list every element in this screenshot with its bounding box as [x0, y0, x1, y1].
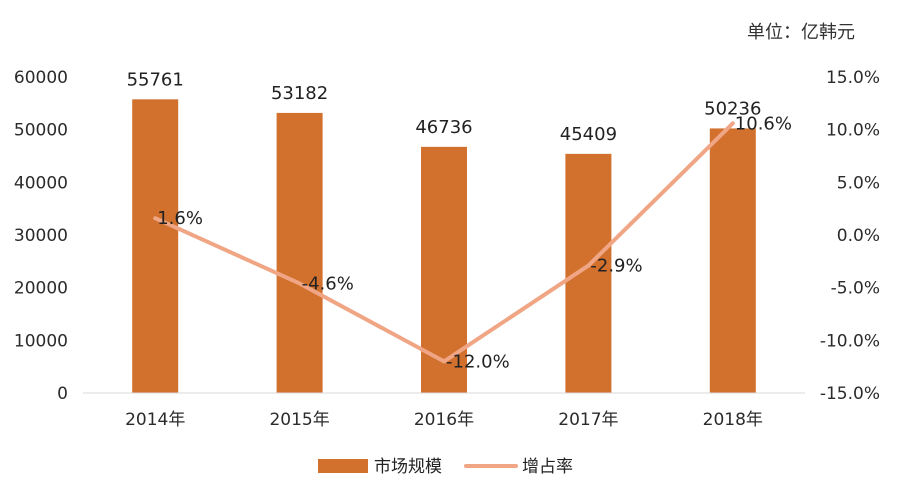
- left-y-axis: 0 10000 20000 30000 40000 50000 60000: [14, 68, 68, 404]
- growth-line: [153, 121, 735, 364]
- bar-2015年: [276, 112, 323, 393]
- left-tick-label: 60000: [14, 68, 68, 88]
- legend: 市场规模 增占率: [318, 457, 573, 477]
- line-value-label: -2.9%: [590, 256, 642, 277]
- line-series: [153, 121, 735, 364]
- left-tick-label: 0: [57, 384, 68, 404]
- bar-value-label: 45409: [560, 124, 617, 145]
- right-tick-label: -5.0%: [831, 279, 880, 299]
- x-axis: 2014年 2015年 2016年 2017年 2018年: [83, 392, 805, 430]
- x-tick-label: 2015年: [269, 410, 329, 430]
- right-tick-label: 5.0%: [837, 173, 880, 193]
- line-value-label: -4.6%: [302, 273, 354, 294]
- x-tick-label: 2014年: [125, 410, 185, 430]
- left-tick-label: 40000: [14, 173, 68, 193]
- right-tick-label: 0.0%: [837, 226, 880, 246]
- x-tick-label: 2017年: [558, 410, 618, 430]
- bar-value-label: 55761: [127, 69, 184, 90]
- bar-value-label: 50236: [704, 98, 761, 119]
- line-value-label: -12.0%: [446, 351, 510, 372]
- x-tick-label: 2016年: [414, 410, 474, 430]
- left-tick-label: 20000: [14, 279, 68, 299]
- right-tick-label: 10.0%: [826, 121, 880, 141]
- bar-value-label: 53182: [271, 83, 328, 104]
- legend-label-bar: 市场规模: [374, 457, 442, 477]
- x-tick-label: 2018年: [703, 410, 763, 430]
- legend-label-line: 增占率: [522, 457, 573, 477]
- right-tick-label: 15.0%: [826, 68, 880, 88]
- right-y-axis: -15.0% -10.0% -5.0% 0.0% 5.0% 10.0% 15.0%: [820, 68, 880, 404]
- bar-series: [132, 99, 756, 393]
- left-tick-label: 30000: [14, 226, 68, 246]
- bar-2018年: [709, 128, 756, 393]
- right-tick-label: -10.0%: [820, 331, 880, 351]
- bar-2014年: [132, 99, 179, 393]
- bar-value-label: 46736: [415, 117, 472, 138]
- line-value-label: 10.6%: [735, 113, 792, 134]
- line-value-label: 1.6%: [157, 208, 203, 229]
- legend-swatch-bar: [318, 459, 368, 473]
- left-tick-label: 50000: [14, 121, 68, 141]
- unit-label-group: 单位：亿韩元: [747, 22, 855, 43]
- unit-label: 单位：亿韩元: [747, 22, 855, 43]
- right-tick-label: -15.0%: [820, 384, 880, 404]
- data-labels: 55761 53182 46736 45409 50236 1.6% -4.6% -12.0%…: [127, 69, 792, 372]
- left-tick-label: 10000: [14, 331, 68, 351]
